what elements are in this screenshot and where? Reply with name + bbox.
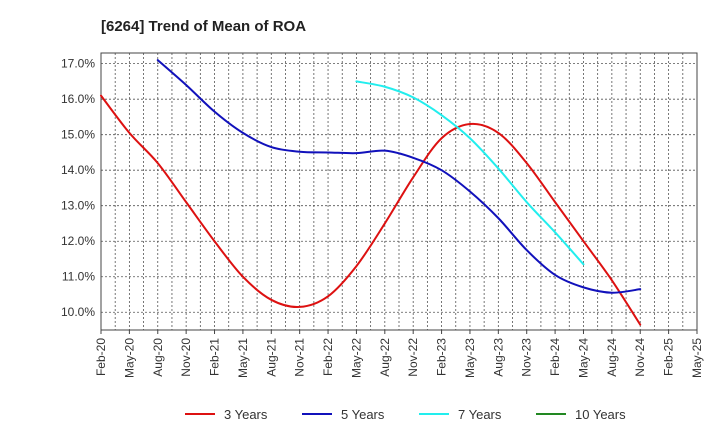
x-tick-label: Feb-24 xyxy=(548,338,562,376)
x-tick-label: Nov-20 xyxy=(179,338,193,377)
y-tick-label: 14.0% xyxy=(61,163,95,177)
x-tick-label: Aug-24 xyxy=(605,338,619,377)
y-tick-label: 10.0% xyxy=(61,305,95,319)
x-tick-label: Feb-21 xyxy=(208,338,222,376)
legend-item-3-years: 3 Years xyxy=(185,407,268,422)
series-line-3-years xyxy=(100,94,642,326)
y-tick-label: 12.0% xyxy=(61,234,95,248)
legend-item-7-years: 7 Years xyxy=(419,407,502,422)
legend-label: 7 Years xyxy=(458,407,502,422)
x-tick-label: Feb-25 xyxy=(662,338,676,376)
legend: 3 Years 5 Years 7 Years 10 Years xyxy=(185,407,626,422)
series-line-7-years xyxy=(355,80,585,266)
chart-title: [6264] Trend of Mean of ROA xyxy=(101,18,306,35)
x-tick-label: Nov-21 xyxy=(293,338,307,377)
series-layer xyxy=(100,59,642,326)
x-tick-label: Aug-23 xyxy=(491,338,505,377)
grid-layer xyxy=(100,53,698,330)
x-tick-label: Feb-23 xyxy=(435,338,449,376)
x-tick-label: May-23 xyxy=(463,338,477,378)
x-tick-label: May-25 xyxy=(690,338,704,378)
x-tick-label: Nov-22 xyxy=(406,338,420,377)
x-tick-label: May-22 xyxy=(349,338,363,378)
y-tick-label: 11.0% xyxy=(62,270,95,284)
legend-item-5-years: 5 Years xyxy=(302,407,385,422)
x-tick-label: Feb-20 xyxy=(94,338,108,376)
y-tick-label: 13.0% xyxy=(61,199,95,213)
x-tick-label: May-20 xyxy=(122,338,136,378)
x-tick-label: Aug-21 xyxy=(264,338,278,377)
series-line-5-years xyxy=(156,59,642,294)
legend-label: 10 Years xyxy=(575,407,626,422)
x-axis: Feb-20 May-20 Aug-20 Nov-20 Feb-21 May-21 Aug-… xyxy=(94,330,704,378)
x-tick-label: Nov-23 xyxy=(520,338,534,377)
y-tick-label: 17.0% xyxy=(61,57,95,71)
x-tick-label: May-21 xyxy=(236,338,250,378)
x-tick-label: Aug-22 xyxy=(378,338,392,377)
y-tick-label: 16.0% xyxy=(61,92,95,106)
plot-frame xyxy=(100,52,698,331)
legend-label: 5 Years xyxy=(341,407,385,422)
x-tick-label: May-24 xyxy=(576,338,590,378)
x-tick-label: Nov-24 xyxy=(633,338,647,377)
x-tick-label: Aug-20 xyxy=(151,338,165,377)
y-tick-label: 15.0% xyxy=(61,128,95,142)
y-axis: 10.0% 11.0% 12.0% 13.0% 14.0% 15.0% 16.0% 17.0% xyxy=(61,57,95,320)
x-tick-label: Feb-22 xyxy=(321,338,335,376)
legend-item-10-years: 10 Years xyxy=(536,407,626,422)
legend-label: 3 Years xyxy=(224,407,268,422)
